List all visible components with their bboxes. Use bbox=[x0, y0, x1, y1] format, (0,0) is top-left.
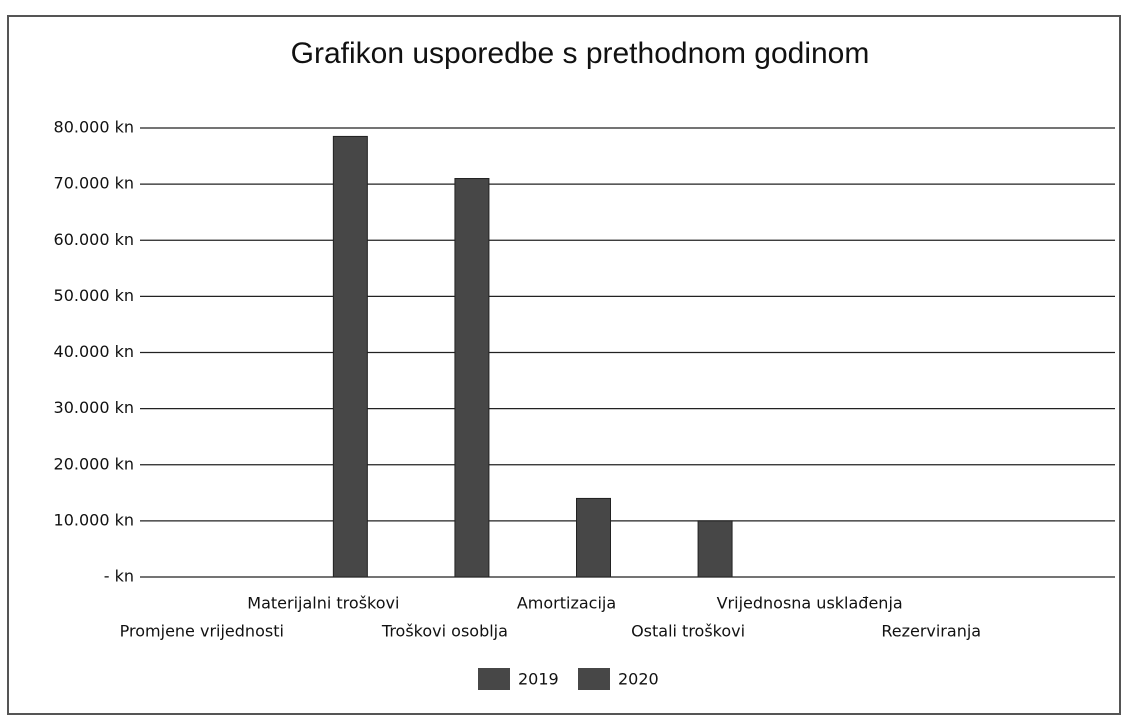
x-tick-label: Amortizacija bbox=[517, 594, 616, 613]
legend-label: 2020 bbox=[618, 670, 659, 689]
bar bbox=[454, 178, 490, 578]
chart-border bbox=[7, 15, 1121, 715]
chart-title: Grafikon usporedbe s prethodnom godinom bbox=[291, 37, 870, 70]
y-tick-label: 40.000 kn bbox=[54, 342, 134, 361]
y-tick-label: 80.000 kn bbox=[54, 118, 134, 137]
y-tick-label: 70.000 kn bbox=[54, 174, 134, 193]
y-tick-label: 10.000 kn bbox=[54, 510, 134, 529]
legend-label: 2019 bbox=[518, 670, 559, 689]
y-tick-label: - kn bbox=[104, 567, 134, 586]
bar bbox=[576, 497, 611, 578]
y-tick-label: 20.000 kn bbox=[54, 454, 134, 473]
y-tick-label: 60.000 kn bbox=[54, 230, 134, 249]
bar bbox=[332, 135, 368, 578]
y-tick-label: 30.000 kn bbox=[54, 398, 134, 417]
x-tick-label: Troškovi osoblja bbox=[381, 622, 508, 641]
x-tick-label: Materijalni troškovi bbox=[247, 594, 399, 613]
x-tick-label: Rezerviranja bbox=[881, 622, 981, 641]
legend-swatch bbox=[578, 668, 610, 690]
bar bbox=[697, 520, 733, 578]
legend-swatch bbox=[478, 668, 510, 690]
x-tick-label: Ostali troškovi bbox=[631, 622, 745, 641]
x-tick-label: Promjene vrijednosti bbox=[120, 622, 284, 641]
x-tick-label: Vrijednosna usklađenja bbox=[717, 594, 903, 613]
y-tick-label: 50.000 kn bbox=[54, 286, 134, 305]
